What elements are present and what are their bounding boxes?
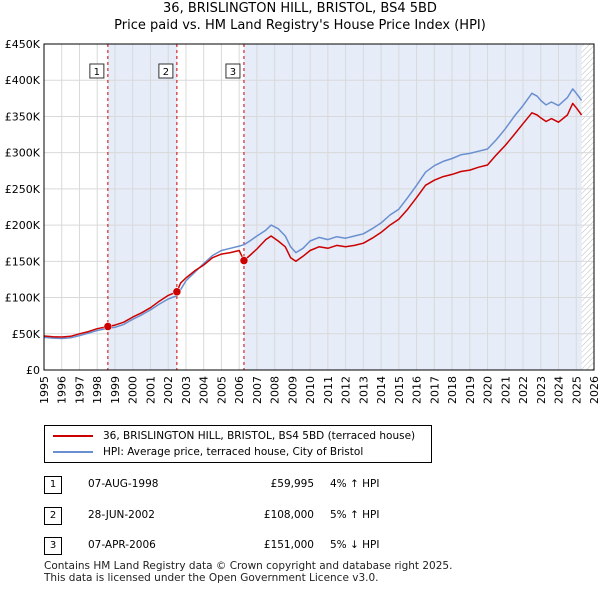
x-tick-label: 2019 (464, 376, 477, 404)
x-tick-label: 2007 (251, 376, 264, 404)
sale-number-box (89, 63, 105, 79)
transaction-date: 28-JUN-2002 (88, 509, 155, 521)
sale-point (239, 256, 249, 265)
x-tick-label: 2011 (322, 376, 335, 404)
x-tick-label: 2013 (357, 376, 370, 404)
legend-property-line (53, 435, 93, 437)
x-tick-label: 2009 (286, 376, 299, 404)
transaction-hpi-diff: 5% ↓ HPI (330, 539, 380, 551)
ownership-span (107, 44, 177, 370)
legend-item-property: 36, BRISLINGTON HILL, BRISTOL, BS4 5BD (… (53, 428, 415, 444)
hpi-series-line (43, 88, 583, 340)
x-tick-label: 2010 (304, 376, 317, 404)
sale-number-box (158, 63, 174, 79)
sale-number-label: 2 (163, 67, 169, 78)
x-tick-label: 2025 (570, 376, 583, 404)
y-tick-label: £250K (5, 183, 41, 196)
x-tick-label: 2006 (233, 376, 246, 404)
chart-title-line1: 36, BRISLINGTON HILL, BRISTOL, BS4 5BD (163, 1, 437, 16)
transaction-date: 07-AUG-1998 (88, 478, 159, 490)
x-tick-label: 2003 (180, 376, 193, 404)
x-tick-label: 2018 (446, 376, 459, 404)
x-tick-label: 2021 (499, 376, 512, 404)
transaction-price: £108,000 (263, 509, 314, 521)
ownership-span (243, 44, 582, 370)
x-tick-label: 2001 (144, 376, 157, 404)
transaction-number-badge: 1 (44, 476, 62, 494)
y-tick-label: £300K (5, 147, 41, 160)
x-tick-label: 2002 (162, 376, 175, 404)
x-tick-label: 2012 (340, 376, 353, 404)
y-tick-label: £150K (5, 255, 41, 268)
sale-number-label: 3 (230, 67, 236, 78)
sale-point (172, 287, 182, 297)
x-tick-label: 1996 (56, 376, 69, 404)
chart-legend: 36, BRISLINGTON HILL, BRISTOL, BS4 5BD (… (44, 425, 432, 463)
transaction-number-badge: 3 (44, 537, 62, 555)
transaction-price: £59,995 (270, 478, 314, 490)
x-tick-label: 2000 (127, 376, 140, 404)
x-tick-label: 2026 (588, 376, 600, 404)
chart-title-line2: Price paid vs. HM Land Registry's House … (114, 18, 486, 33)
footer-copyright: Contains HM Land Registry data © Crown c… (44, 560, 453, 572)
y-tick-label: £450K (5, 38, 41, 51)
future-hatch-region (581, 44, 594, 370)
x-tick-label: 2005 (215, 376, 228, 404)
sale-number-label: 1 (94, 67, 100, 78)
transaction-number-badge: 2 (44, 507, 62, 525)
legend-item-hpi: HPI: Average price, terraced house, City… (53, 444, 363, 460)
x-tick-label: 2024 (553, 376, 566, 404)
y-tick-label: £200K (5, 219, 41, 232)
legend-hpi-label: HPI: Average price, terraced house, City… (103, 446, 364, 458)
footer-attribution: Contains HM Land Registry data © Crown c… (44, 560, 452, 584)
x-tick-label: 2020 (482, 376, 495, 404)
y-tick-label: £100K (5, 292, 41, 305)
transaction-date: 07-APR-2006 (88, 539, 156, 551)
y-tick-label: £0 (26, 364, 40, 377)
y-tick-label: £400K (5, 74, 41, 87)
x-tick-label: 2015 (393, 376, 406, 404)
x-tick-label: 2008 (269, 376, 282, 404)
x-tick-label: 2004 (198, 376, 211, 404)
transaction-hpi-diff: 4% ↑ HPI (330, 478, 380, 490)
sale-point (103, 322, 113, 331)
x-tick-label: 1997 (73, 376, 86, 404)
x-tick-label: 2023 (535, 376, 548, 404)
x-tick-label: 2014 (375, 376, 388, 404)
x-tick-label: 1995 (38, 376, 51, 404)
sale-number-box (225, 63, 241, 79)
y-tick-label: £50K (12, 328, 41, 341)
footer-licence: This data is licensed under the Open Gov… (44, 572, 379, 584)
plot-frame (43, 43, 595, 371)
y-tick-label: £350K (5, 110, 41, 123)
x-tick-label: 2016 (411, 376, 424, 404)
legend-property-label: 36, BRISLINGTON HILL, BRISTOL, BS4 5BD (… (103, 430, 416, 442)
x-tick-label: 1998 (91, 376, 104, 404)
x-tick-label: 2022 (517, 376, 530, 404)
x-tick-label: 1999 (109, 376, 122, 404)
property-series-line (43, 102, 583, 338)
transaction-hpi-diff: 5% ↑ HPI (330, 509, 380, 521)
transaction-price: £151,000 (263, 539, 314, 551)
legend-hpi-line (53, 451, 93, 453)
x-tick-label: 2017 (428, 376, 441, 404)
